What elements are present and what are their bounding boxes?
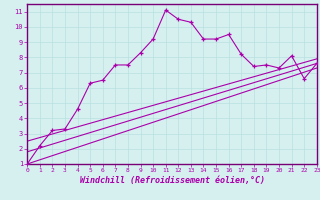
- X-axis label: Windchill (Refroidissement éolien,°C): Windchill (Refroidissement éolien,°C): [79, 176, 265, 185]
